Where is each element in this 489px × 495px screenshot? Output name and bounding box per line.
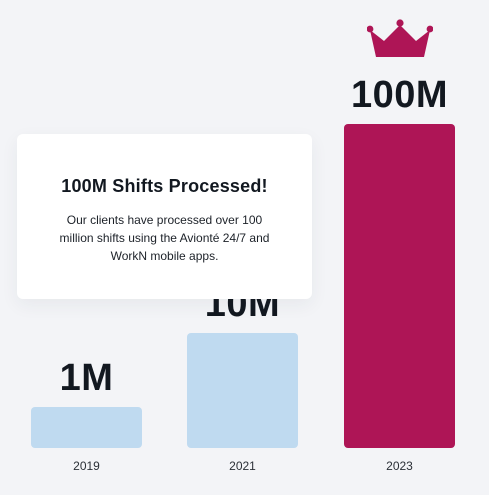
callout-card: 100M Shifts Processed! Our clients have … <box>17 134 312 299</box>
callout-title: 100M Shifts Processed! <box>61 176 268 196</box>
x-tick-label-2019: 2019 <box>73 459 100 473</box>
bar-2019 <box>31 407 142 448</box>
bar-value-label-2019: 1M <box>59 357 114 399</box>
bar-value-label-2023: 100M <box>350 74 449 116</box>
x-tick-label-2021: 2021 <box>229 459 256 473</box>
crown-icon <box>367 19 433 57</box>
bar-2023 <box>344 124 455 448</box>
callout-body: Our clients have processed over 100 mill… <box>59 213 270 263</box>
bar-2021 <box>187 333 298 448</box>
x-tick-label-2023: 2023 <box>386 459 413 473</box>
